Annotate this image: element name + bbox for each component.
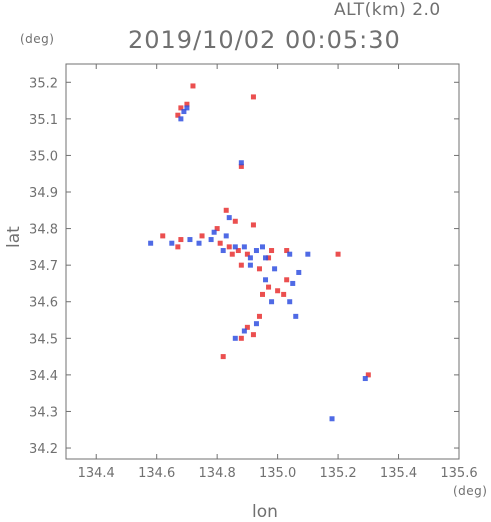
- data-point: [238, 335, 244, 341]
- data-point: [263, 277, 269, 283]
- x-tick-label: 134.4: [78, 466, 115, 481]
- data-point: [335, 251, 341, 257]
- x-axis-unit: (deg): [453, 484, 488, 498]
- y-tick-label: 34.2: [29, 442, 58, 457]
- data-point: [253, 248, 259, 254]
- data-point: [238, 163, 244, 169]
- data-point: [238, 160, 244, 166]
- x-tick-label: 134.6: [138, 466, 175, 481]
- data-point: [253, 321, 259, 327]
- data-point: [247, 262, 253, 268]
- data-point: [256, 313, 262, 319]
- data-point: [229, 251, 235, 257]
- data-point: [220, 354, 226, 360]
- x-tick-label: 135.2: [319, 466, 356, 481]
- data-point: [266, 255, 272, 261]
- data-point: [217, 240, 223, 246]
- data-point: [214, 226, 220, 232]
- y-tick-label: 34.9: [29, 186, 58, 201]
- timestamp-title: 2019/10/02 00:05:30: [128, 26, 401, 54]
- data-point: [235, 248, 241, 254]
- x-tick-label: 135.6: [440, 466, 477, 481]
- data-point: [232, 244, 238, 250]
- data-point: [250, 332, 256, 338]
- data-point: [211, 229, 217, 235]
- y-tick-label: 35.2: [29, 76, 58, 91]
- data-point: [226, 244, 232, 250]
- data-point: [260, 291, 265, 297]
- data-point: [241, 328, 247, 334]
- data-point: [169, 240, 175, 246]
- y-tick-label: 35.0: [29, 149, 58, 164]
- y-tick-label: 34.4: [29, 369, 58, 384]
- x-tick-label: 134.8: [199, 466, 236, 481]
- data-point: [148, 240, 154, 246]
- data-point: [178, 105, 184, 111]
- data-point: [223, 233, 229, 239]
- data-point: [272, 266, 278, 272]
- y-tick-label: 34.7: [29, 259, 58, 274]
- data-point: [362, 376, 368, 382]
- y-tick-label: 34.6: [29, 296, 58, 311]
- data-point: [181, 109, 187, 115]
- data-point: [329, 416, 335, 422]
- data-point: [275, 288, 281, 294]
- y-tick-label: 34.3: [29, 405, 58, 420]
- data-point: [178, 237, 184, 243]
- x-tick-label: 135.4: [380, 466, 417, 481]
- data-point: [281, 291, 287, 297]
- data-point: [241, 244, 247, 250]
- data-point: [263, 255, 269, 261]
- data-point: [290, 280, 296, 286]
- data-point: [269, 299, 275, 305]
- data-point: [287, 251, 293, 257]
- data-point: [160, 233, 166, 239]
- data-point: [208, 237, 214, 243]
- data-point: [260, 244, 265, 250]
- data-point: [223, 207, 229, 213]
- data-point: [220, 248, 226, 254]
- data-point: [287, 299, 293, 305]
- data-point: [244, 324, 250, 330]
- data-point: [365, 372, 371, 378]
- data-point: [250, 222, 256, 228]
- data-point: [256, 266, 262, 272]
- data-point: [187, 237, 193, 243]
- data-point: [184, 105, 190, 111]
- plot-frame: [65, 63, 460, 460]
- data-point: [196, 240, 202, 246]
- data-point: [266, 284, 272, 290]
- data-point: [284, 248, 290, 254]
- data-points: [148, 83, 371, 422]
- x-axis-label: lon: [252, 502, 278, 522]
- y-tick-label: 35.1: [29, 113, 58, 128]
- y-tick-label: 34.8: [29, 223, 58, 238]
- x-tick-label: 135.0: [259, 466, 296, 481]
- data-point: [184, 101, 190, 107]
- data-point: [232, 218, 238, 224]
- data-point: [244, 251, 250, 257]
- data-point: [250, 94, 256, 100]
- data-point: [238, 262, 244, 268]
- data-point: [247, 255, 253, 261]
- altitude-label: ALT(km) 2.0: [334, 0, 441, 20]
- data-point: [296, 269, 302, 275]
- data-point: [175, 112, 181, 118]
- data-point: [175, 244, 181, 250]
- data-point: [178, 116, 184, 122]
- data-point: [232, 335, 238, 341]
- y-tick-label: 34.5: [29, 332, 58, 347]
- data-point: [293, 313, 299, 319]
- axis-ticks: 134.4 134.6 134.8 135.0 135.2 135.4 135.6 34.2 3…: [29, 64, 478, 481]
- y-axis-unit: (deg): [20, 32, 55, 46]
- data-point: [190, 83, 196, 89]
- data-point: [305, 251, 311, 257]
- data-point: [226, 215, 232, 221]
- data-point: [269, 248, 275, 254]
- data-point: [284, 277, 290, 283]
- data-point: [199, 233, 205, 239]
